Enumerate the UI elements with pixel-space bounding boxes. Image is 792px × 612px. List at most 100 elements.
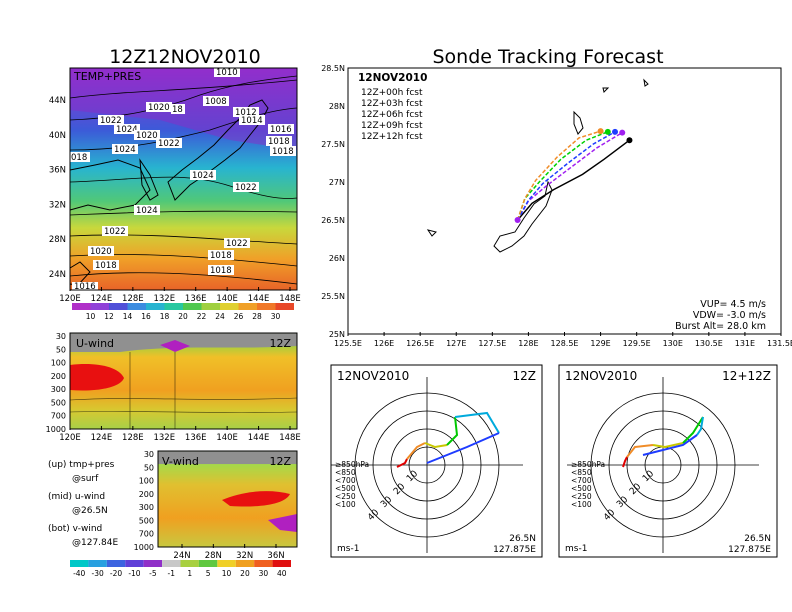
vwind-y-tick-label: 200 bbox=[139, 490, 154, 499]
map-y-tick-label: 28N bbox=[49, 235, 66, 245]
vdw-value: VDW= -3.0 m/s bbox=[693, 310, 766, 321]
right-title: Sonde Tracking Forecast bbox=[432, 46, 663, 68]
wind-colorbar-label: -5 bbox=[149, 569, 157, 578]
isobar-label: 1022 bbox=[226, 239, 248, 249]
wind-colorbar-swatch bbox=[272, 560, 291, 567]
track-x-tick-label: 131E bbox=[735, 339, 755, 348]
isobar-label: 018 bbox=[71, 153, 87, 163]
vwind-x-tick-label: 36N bbox=[267, 551, 284, 561]
wind-colorbar-label: 1 bbox=[187, 569, 192, 578]
isobar-label: 1020 bbox=[148, 103, 170, 113]
uwind-x-tick-label: 120E bbox=[59, 433, 81, 443]
vwind-x-tick-label: 32N bbox=[236, 551, 253, 561]
map-x-ticks: 120E 124E 128E 132E 136E 140E 144E 148E bbox=[59, 287, 301, 304]
side-legend-line: @surf bbox=[72, 474, 99, 484]
wind-colorbar-swatch bbox=[88, 560, 107, 567]
map-y-tick-label: 40N bbox=[49, 131, 66, 141]
uwind-y-tick-label: 200 bbox=[51, 372, 66, 381]
track-x-tick-label: 128.5E bbox=[551, 339, 579, 348]
track-x-tick-label: 130.5E bbox=[695, 339, 723, 348]
temp-colorbar: 10 12 14 16 18 20 22 24 26 28 30 bbox=[72, 303, 294, 321]
temp-colorbar-label: 30 bbox=[271, 312, 281, 321]
uwind-x-tick-label: 132E bbox=[153, 433, 175, 443]
uwind-x-tick-label: 136E bbox=[185, 433, 207, 443]
map-x-tick-label: 132E bbox=[153, 294, 175, 304]
track-x-tick-label: 129.5E bbox=[623, 339, 651, 348]
uwind-easterly-patch bbox=[160, 340, 190, 352]
temp-colorbar-label: 28 bbox=[252, 312, 262, 321]
vwind-top-band bbox=[158, 452, 297, 464]
hodo-left-lon: 127.875E bbox=[493, 545, 536, 555]
wind-colorbar-label: 40 bbox=[277, 569, 287, 578]
vwind-panel: V-wind 12Z 30 50 100 200 300 500 700 1000 24N 28… bbox=[134, 450, 298, 561]
temp-pres-map: 1010 1008 1020 18 1022 1024 1020 1012 10… bbox=[49, 67, 301, 321]
temp-colorbar-swatch bbox=[183, 303, 202, 310]
hodo-profile-segment bbox=[406, 442, 426, 460]
vwind-y-tick-label: 100 bbox=[139, 477, 154, 486]
wind-colorbar-label: 10 bbox=[222, 569, 232, 578]
isobar-label: 1016 bbox=[270, 125, 292, 135]
vwind-y-tick-label: 500 bbox=[139, 516, 154, 525]
track-y-tick-label: 25N bbox=[329, 330, 345, 339]
track-legend: 12NOV2010 12Z+00h fcst 12Z+03h fcst 12Z+… bbox=[358, 72, 427, 142]
map-y-ticks: 44N 40N 36N 32N 28N 24N bbox=[49, 96, 66, 280]
track-params: VUP= 4.5 m/s VDW= -3.0 m/s Burst Alt= 28… bbox=[675, 299, 766, 332]
hodo-left-date: 12NOV2010 bbox=[337, 369, 409, 383]
uwind-top-band bbox=[70, 334, 297, 352]
temp-colorbar-swatch bbox=[238, 303, 257, 310]
isobar-label: 18 bbox=[172, 105, 183, 115]
side-legend: (up) tmp+pres @surf (mid) u-wind @26.5N … bbox=[48, 460, 118, 548]
wind-colorbar-swatch bbox=[143, 560, 163, 567]
hodo-profile-segment bbox=[622, 456, 628, 468]
track-x-tick-label: 127.5E bbox=[478, 339, 506, 348]
track-x-tick-label: 130E bbox=[663, 339, 683, 348]
legend-entry-12h: 12Z+12h fcst bbox=[361, 132, 423, 142]
side-legend-line: (up) tmp+pres bbox=[48, 460, 115, 470]
track-y-ticks: 28.5N 28N 27.5N 27N 26.5N 26N 25.5N 25N bbox=[321, 64, 345, 339]
temp-colorbar-label: 10 bbox=[86, 312, 96, 321]
wind-colorbar-swatch bbox=[162, 560, 181, 567]
track-y-tick-label: 28N bbox=[329, 102, 345, 111]
track-panel: 12NOV2010 12Z+00h fcst 12Z+03h fcst 12Z+… bbox=[321, 64, 792, 348]
track-x-tick-label: 127E bbox=[446, 339, 466, 348]
temp-colorbar-swatch bbox=[90, 303, 109, 310]
temp-colorbar-label: 18 bbox=[160, 312, 170, 321]
china-coast bbox=[69, 159, 151, 211]
burst-point bbox=[626, 137, 633, 144]
legend-entry-06h: 12Z+06h fcst bbox=[361, 110, 423, 120]
wind-colorbar-swatch bbox=[180, 560, 199, 567]
vwind-label: V-wind bbox=[162, 455, 199, 468]
hodo-level-label: <700 bbox=[571, 476, 592, 485]
track-series-line bbox=[517, 139, 630, 221]
temp-colorbar-swatch bbox=[72, 303, 91, 310]
temp-colorbar-swatch bbox=[127, 303, 146, 310]
wind-colorbar-swatch bbox=[217, 560, 236, 567]
uwind-y-tick-label: 300 bbox=[51, 385, 66, 394]
isobar-label: 1014 bbox=[241, 116, 263, 126]
uwind-y-tick-label: 50 bbox=[56, 345, 66, 354]
hodo-right-time: 12+12Z bbox=[722, 369, 771, 383]
hodo-right-lat: 26.5N bbox=[744, 534, 771, 544]
map-y-tick-label: 36N bbox=[49, 166, 66, 176]
wind-colorbar-swatch bbox=[254, 560, 273, 567]
legend-entry-03h: 12Z+03h fcst bbox=[361, 99, 423, 109]
hodograph-left: 12NOV2010 12Z ms-1 26.5N 127.875E 102030… bbox=[330, 364, 543, 558]
hodo-level-label: <500 bbox=[571, 484, 592, 493]
hodo-profile-segment bbox=[696, 416, 704, 436]
vwind-x-ticks: 24N 28N 32N 36N bbox=[173, 544, 285, 561]
temp-colorbar-label: 14 bbox=[123, 312, 133, 321]
uwind-x-tick-label: 140E bbox=[216, 433, 238, 443]
temp-colorbar-swatch bbox=[164, 303, 183, 310]
temp-colorbar-swatch bbox=[275, 303, 294, 310]
map-label: TEMP+PRES bbox=[73, 70, 141, 83]
isobar-label: 1018 bbox=[95, 261, 117, 271]
track-series-line bbox=[516, 130, 601, 221]
uwind-label: U-wind bbox=[76, 337, 114, 350]
hodo-right-lon: 127.875E bbox=[728, 545, 771, 555]
isobar-label: 1022 bbox=[235, 183, 257, 193]
hodo-level-label: ≥850hPa bbox=[335, 460, 369, 469]
vwind-y-ticks: 30 50 100 200 300 500 700 1000 bbox=[134, 450, 154, 552]
map-x-tick-label: 148E bbox=[279, 294, 301, 304]
track-frame bbox=[347, 67, 782, 335]
track-x-tick-label: 125.5E bbox=[334, 339, 362, 348]
